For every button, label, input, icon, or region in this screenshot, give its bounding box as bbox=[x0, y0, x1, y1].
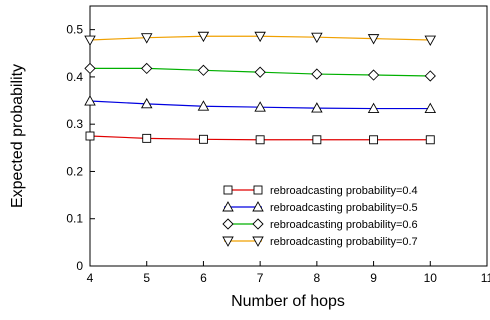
y-tick-label: 0 bbox=[76, 259, 83, 273]
x-tick-label: 5 bbox=[143, 271, 150, 285]
y-tick-label: 0.3 bbox=[66, 117, 83, 131]
x-tick-label: 11 bbox=[481, 271, 490, 285]
x-tick-label: 8 bbox=[314, 271, 321, 285]
legend-label: rebroadcasting probability=0.5 bbox=[270, 202, 418, 214]
legend-marker bbox=[222, 201, 234, 212]
legend-marker bbox=[252, 218, 264, 230]
y-axis-title: Expected probability bbox=[9, 64, 26, 208]
y-tick-label: 0.5 bbox=[66, 23, 83, 37]
data-point-marker bbox=[84, 35, 96, 46]
legend-entry: rebroadcasting probability=0.5 bbox=[222, 201, 418, 214]
legend-marker bbox=[253, 185, 263, 195]
data-point-marker bbox=[142, 133, 152, 143]
data-point-marker bbox=[369, 135, 379, 145]
data-point-marker bbox=[367, 34, 380, 45]
legend-entry: rebroadcasting probability=0.6 bbox=[222, 218, 418, 231]
data-point-marker bbox=[255, 135, 265, 145]
legend-marker bbox=[223, 185, 233, 195]
data-point-marker bbox=[197, 100, 210, 111]
legend-label: rebroadcasting probability=0.7 bbox=[270, 236, 418, 248]
series-2 bbox=[84, 95, 437, 114]
data-point-marker bbox=[367, 69, 380, 81]
data-point-marker bbox=[84, 62, 96, 75]
data-point-marker bbox=[424, 70, 436, 82]
legend-marker bbox=[252, 201, 264, 212]
data-point-marker bbox=[424, 35, 437, 46]
series-4 bbox=[84, 31, 437, 46]
axis-ticks: 4 5 6 7 8 9 10 11 0 0.1 0.2 0.3 0.4 0.5 bbox=[66, 23, 490, 285]
series-lines bbox=[84, 31, 437, 145]
x-tick-label: 7 bbox=[257, 271, 264, 285]
data-point-marker bbox=[311, 68, 323, 80]
data-point-marker bbox=[367, 102, 380, 114]
data-point-marker bbox=[254, 31, 266, 43]
x-tick-label: 4 bbox=[87, 271, 94, 285]
legend-entry: rebroadcasting probability=0.7 bbox=[222, 236, 418, 248]
legend-label: rebroadcasting probability=0.4 bbox=[270, 185, 418, 197]
data-point-marker bbox=[311, 32, 323, 44]
data-point-marker bbox=[311, 102, 323, 113]
legend-label: rebroadcasting probability=0.6 bbox=[270, 219, 418, 231]
data-point-marker bbox=[140, 97, 153, 109]
data-point-marker bbox=[84, 95, 96, 106]
series-3 bbox=[84, 62, 436, 82]
y-tick-label: 0.1 bbox=[66, 212, 83, 226]
y-tick-label: 0.4 bbox=[66, 70, 83, 84]
data-point-marker bbox=[312, 135, 322, 145]
x-tick-label: 10 bbox=[424, 271, 438, 285]
x-tick-label: 9 bbox=[370, 271, 377, 285]
data-point-marker bbox=[254, 66, 266, 78]
legend: rebroadcasting probability=0.4 rebroadcas… bbox=[222, 185, 418, 248]
data-point-marker bbox=[198, 134, 208, 144]
x-tick-label: 6 bbox=[200, 271, 207, 285]
y-tick-label: 0.2 bbox=[66, 164, 83, 178]
legend-marker bbox=[222, 236, 234, 247]
legend-entry: rebroadcasting probability=0.4 bbox=[223, 185, 418, 197]
data-point-marker bbox=[424, 102, 437, 114]
legend-marker bbox=[252, 236, 264, 247]
data-point-marker bbox=[141, 62, 153, 75]
legend-marker bbox=[222, 218, 234, 230]
data-point-marker bbox=[425, 135, 435, 145]
data-point-marker bbox=[140, 33, 153, 44]
series-1 bbox=[85, 131, 435, 145]
x-axis-title: Number of hops bbox=[231, 293, 345, 310]
data-point-marker bbox=[85, 131, 95, 141]
data-point-marker bbox=[254, 101, 266, 112]
data-point-marker bbox=[197, 64, 210, 76]
data-point-marker bbox=[197, 31, 210, 43]
